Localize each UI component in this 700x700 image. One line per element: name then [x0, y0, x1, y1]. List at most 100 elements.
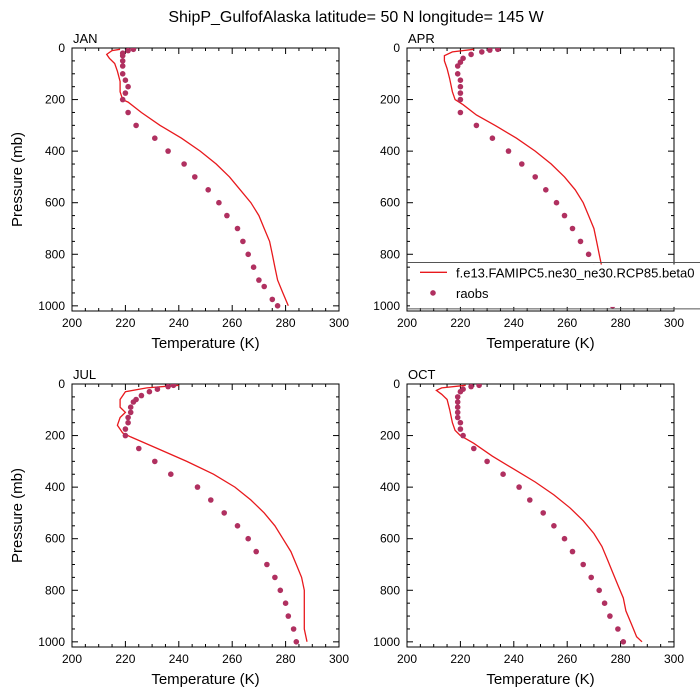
- raobs-point: [130, 399, 137, 405]
- x-tick-label: 220: [450, 316, 470, 330]
- x-axis-label: Temperature (K): [151, 335, 259, 352]
- panels: 200 220 240 260 280 300 0 200 400 600 800 1000 Tempe…: [9, 31, 700, 688]
- x-tick-label: 280: [276, 316, 296, 330]
- raobs-point: [532, 174, 538, 180]
- raobs-point: [119, 96, 126, 103]
- x-tick-label: 280: [611, 316, 631, 330]
- y-tick-label: 600: [45, 532, 65, 546]
- y-tick-label: 400: [45, 480, 65, 494]
- raobs-point: [122, 426, 129, 432]
- raobs-point: [152, 135, 158, 141]
- raobs-point: [454, 414, 461, 421]
- raobs-point: [125, 83, 131, 90]
- raobs-point: [615, 626, 621, 632]
- y-tick-label: 800: [380, 247, 400, 261]
- raobs-point: [192, 174, 198, 180]
- raobs-point: [457, 388, 464, 395]
- raobs-point: [136, 445, 142, 452]
- raobs-point: [454, 399, 461, 405]
- y-tick-label: 0: [58, 377, 65, 391]
- raobs-point: [245, 251, 251, 258]
- raobs-point: [122, 77, 129, 83]
- raobs-point: [234, 225, 241, 232]
- raobs-point: [519, 161, 525, 167]
- plot-area: [105, 48, 289, 309]
- raobs-point: [620, 639, 627, 645]
- x-axis-label: Temperature (K): [151, 671, 259, 688]
- x-tick-label: 240: [169, 652, 189, 666]
- raobs-point: [119, 52, 126, 59]
- y-tick-label: 600: [380, 532, 400, 546]
- raobs-point: [479, 49, 485, 55]
- raobs-point: [181, 161, 187, 167]
- panel-label: OCT: [408, 367, 436, 382]
- raobs-point: [138, 392, 145, 399]
- raobs-point: [495, 48, 501, 53]
- raobs-point: [168, 471, 174, 478]
- raobs-point: [569, 225, 576, 232]
- y-tick-label: 400: [45, 144, 65, 158]
- raobs-point: [527, 497, 533, 503]
- raobs-point: [585, 251, 592, 258]
- raobs-point: [165, 148, 171, 154]
- y-tick-label: 0: [393, 377, 400, 391]
- raobs-point: [484, 458, 490, 465]
- x-tick-label: 260: [557, 316, 577, 330]
- raobs-point: [454, 394, 461, 400]
- x-tick-label: 200: [397, 316, 417, 330]
- panel-apr: 200 220 240 260 280 300 0 200 400 600 800 1000 Tempe…: [373, 31, 700, 352]
- raobs-point: [457, 426, 464, 432]
- raobs-point: [473, 122, 480, 129]
- x-tick-label: 200: [62, 316, 82, 330]
- raobs-point: [127, 404, 134, 411]
- x-axis-label: Temperature (K): [486, 335, 594, 352]
- raobs-point: [457, 109, 464, 116]
- raobs-point: [460, 55, 466, 62]
- raobs-point: [194, 484, 201, 490]
- raobs-point: [607, 613, 613, 619]
- raobs-point: [454, 404, 461, 411]
- raobs-point: [165, 384, 171, 390]
- raobs-point: [261, 283, 268, 290]
- raobs-point: [125, 414, 131, 421]
- y-tick-label: 800: [380, 583, 400, 597]
- raobs-point: [282, 600, 289, 606]
- raobs-point: [457, 419, 464, 426]
- legend-dot-swatch: [430, 290, 436, 296]
- panel-label: JUL: [73, 367, 96, 382]
- raobs-point: [551, 523, 557, 529]
- raobs-point: [500, 471, 506, 478]
- y-tick-label: 0: [58, 41, 65, 55]
- raobs-point: [285, 613, 292, 619]
- raobs-point: [216, 199, 222, 206]
- x-tick-label: 220: [115, 316, 135, 330]
- y-axis-label: Pressure (mb): [9, 468, 26, 563]
- raobs-point: [205, 187, 211, 193]
- x-tick-label: 280: [611, 652, 631, 666]
- raobs-point: [154, 386, 161, 393]
- raobs-point: [580, 561, 586, 568]
- y-tick-label: 1000: [38, 635, 65, 649]
- y-tick-label: 600: [380, 196, 400, 210]
- y-tick-label: 200: [380, 93, 400, 107]
- raobs-point: [146, 388, 153, 395]
- raobs-point: [125, 48, 131, 54]
- legend-model-label: f.e13.FAMIPC5.ne30_ne30.RCP85.beta0: [456, 265, 695, 280]
- raobs-point: [119, 58, 126, 64]
- raobs-point: [122, 90, 129, 96]
- x-tick-label: 260: [222, 652, 242, 666]
- raobs-point: [224, 212, 230, 219]
- raobs-point: [119, 63, 126, 69]
- raobs-point: [569, 548, 576, 555]
- raobs-point: [234, 523, 241, 529]
- y-tick-label: 800: [45, 583, 65, 597]
- raobs-point: [601, 600, 608, 606]
- raobs-point: [561, 535, 568, 542]
- raobs-point: [125, 419, 131, 426]
- panel-oct: 200 220 240 260 280 300 0 200 400 600 800 1000 Tempe…: [373, 367, 684, 688]
- raobs-point: [596, 587, 602, 594]
- raobs-point: [516, 484, 522, 490]
- raobs-point: [460, 432, 466, 439]
